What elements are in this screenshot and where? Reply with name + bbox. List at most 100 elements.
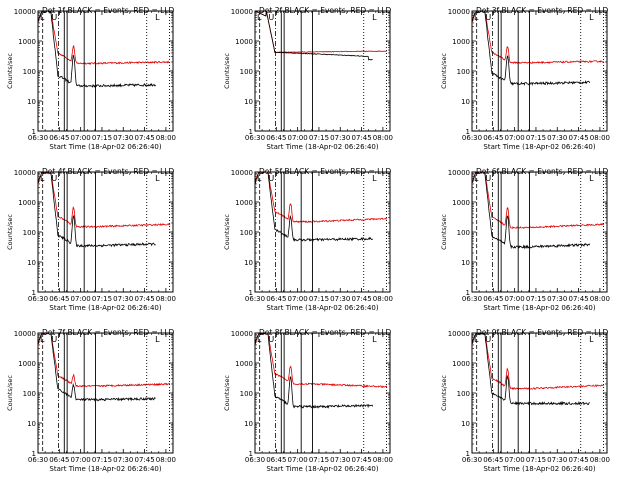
- y-tick-label: 1: [32, 289, 36, 297]
- x-axis-label: Start Time (18-Apr-02 06:26:40): [49, 304, 161, 312]
- x-tick-label: 07:30: [330, 134, 350, 142]
- series-events: [38, 333, 156, 402]
- x-tick-label: 06:45: [266, 295, 286, 303]
- y-tick-label: 10000: [14, 8, 36, 16]
- corner-marker: L: [40, 13, 45, 22]
- y-tick-label: 1: [466, 450, 470, 458]
- y-tick-label: 1000: [235, 38, 253, 46]
- x-tick-label: 06:45: [266, 134, 286, 142]
- x-tick-label: 07:45: [568, 134, 588, 142]
- panel-9: 1 10 100 1000 10000 06:30 06:45 07:00 07:15 07:30…: [440, 328, 610, 473]
- x-tick-label: 06:30: [462, 134, 482, 142]
- x-tick-label: 07:15: [92, 295, 112, 303]
- x-tick-label: 06:30: [245, 134, 265, 142]
- x-tick-label: 07:15: [526, 456, 546, 464]
- x-tick-label: 08:00: [373, 134, 393, 142]
- x-tick-label: 06:45: [483, 295, 503, 303]
- y-tick-label: 10000: [448, 8, 470, 16]
- corner-marker: L: [155, 174, 160, 183]
- y-tick-label: 1000: [18, 38, 36, 46]
- x-tick-label: 07:15: [309, 456, 329, 464]
- x-tick-label: 06:45: [483, 456, 503, 464]
- panel-title: Det 2f BLACK = Events, RED = LLD: [259, 6, 392, 15]
- series-events: [255, 333, 374, 409]
- corner-marker: U: [485, 174, 491, 183]
- x-tick-label: 07:00: [288, 295, 308, 303]
- y-tick-label: 10: [27, 259, 36, 267]
- x-tick-label: 07:00: [505, 295, 525, 303]
- panel-8: 1 10 100 1000 10000 06:30 06:45 07:00 07:15 07:30…: [223, 328, 393, 473]
- series-events: [472, 333, 590, 406]
- x-tick-label: 06:30: [245, 295, 265, 303]
- corner-marker: L: [372, 174, 377, 183]
- series-lld: [472, 172, 605, 229]
- series-lld: [472, 333, 605, 391]
- corner-marker: L: [257, 335, 262, 344]
- y-tick-label: 10000: [448, 330, 470, 338]
- x-tick-label: 06:30: [245, 456, 265, 464]
- y-tick-label: 1000: [452, 360, 470, 368]
- corner-marker: L: [474, 13, 479, 22]
- x-tick-label: 06:30: [28, 456, 48, 464]
- y-tick-label: 10: [244, 259, 253, 267]
- y-tick-label: 10: [244, 98, 253, 106]
- x-tick-label: 07:30: [547, 456, 567, 464]
- y-tick-label: 1: [32, 450, 36, 458]
- x-tick-label: 08:00: [590, 134, 610, 142]
- x-tick-label: 08:00: [590, 456, 610, 464]
- x-tick-label: 07:15: [92, 456, 112, 464]
- corner-marker: L: [155, 335, 160, 344]
- corner-marker: L: [589, 174, 594, 183]
- x-tick-label: 06:45: [266, 456, 286, 464]
- x-axis-label: Start Time (18-Apr-02 06:26:40): [49, 143, 161, 151]
- y-tick-label: 1000: [452, 199, 470, 207]
- series-events: [255, 172, 374, 242]
- y-tick-label: 100: [23, 390, 36, 398]
- series-lld: [38, 11, 171, 65]
- x-axis-label: Start Time (18-Apr-02 06:26:40): [49, 465, 161, 473]
- series-lld: [472, 11, 605, 65]
- y-tick-label: 1: [249, 128, 253, 136]
- y-tick-label: 10000: [14, 169, 36, 177]
- corner-marker: U: [268, 174, 274, 183]
- y-tick-label: 1: [32, 128, 36, 136]
- x-tick-label: 07:15: [526, 295, 546, 303]
- x-tick-label: 07:45: [134, 134, 154, 142]
- y-tick-label: 1000: [452, 38, 470, 46]
- panel-title: Det 3f BLACK = Events, RED = LLD: [476, 6, 609, 15]
- panel-title: Det 1f BLACK = Events, RED = LLD: [42, 6, 175, 15]
- series-lld: [38, 333, 171, 388]
- x-tick-label: 07:00: [505, 134, 525, 142]
- x-axis-label: Start Time (18-Apr-02 06:26:40): [266, 143, 378, 151]
- panel-5: 1 10 100 1000 10000 06:30 06:45 07:00 07:15 07:30…: [223, 167, 393, 312]
- x-tick-label: 07:00: [71, 456, 91, 464]
- series-lld: [255, 333, 388, 388]
- y-tick-label: 1000: [18, 360, 36, 368]
- corner-marker: U: [268, 13, 274, 22]
- x-tick-label: 08:00: [373, 295, 393, 303]
- x-tick-label: 07:45: [351, 295, 371, 303]
- y-tick-label: 1: [249, 450, 253, 458]
- x-tick-label: 07:45: [134, 456, 154, 464]
- y-tick-label: 10000: [14, 330, 36, 338]
- corner-marker: L: [474, 174, 479, 183]
- series-events: [38, 11, 157, 88]
- corner-marker: U: [268, 335, 274, 344]
- y-tick-label: 10: [27, 98, 36, 106]
- corner-marker: U: [51, 13, 57, 22]
- panel-2: 1 10 100 1000 10000 06:30 06:45 07:00 07:15 07:30…: [223, 6, 393, 151]
- corner-marker: U: [51, 174, 57, 183]
- x-tick-label: 06:30: [462, 456, 482, 464]
- series-lld: [255, 11, 388, 54]
- y-tick-label: 100: [240, 390, 253, 398]
- x-tick-label: 07:30: [547, 134, 567, 142]
- corner-marker: L: [257, 174, 262, 183]
- x-axis-label: Start Time (18-Apr-02 06:26:40): [483, 304, 595, 312]
- x-tick-label: 08:00: [156, 134, 176, 142]
- corner-marker: L: [257, 13, 262, 22]
- x-tick-label: 06:45: [49, 456, 69, 464]
- corner-marker: L: [474, 335, 479, 344]
- panel-title: Det 8f BLACK = Events, RED = LLD: [259, 328, 392, 337]
- y-tick-label: 100: [240, 229, 253, 237]
- y-tick-label: 10000: [448, 169, 470, 177]
